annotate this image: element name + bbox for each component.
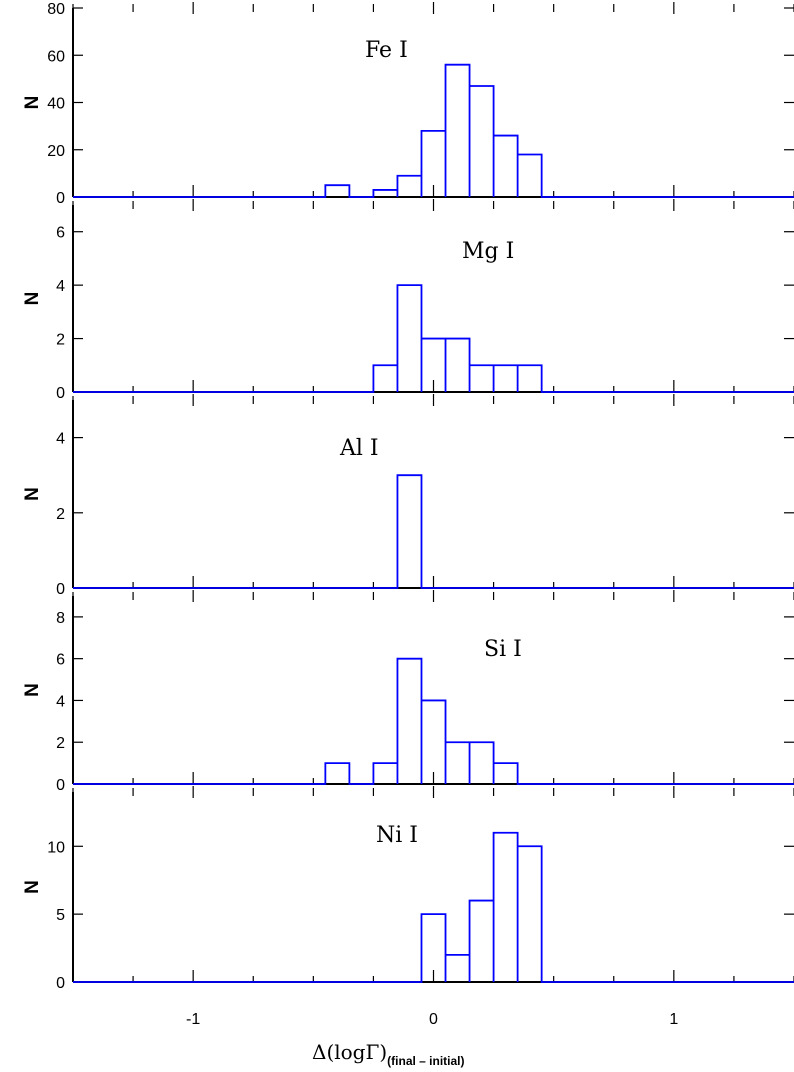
panel-fe-i: 0 20 40 60 80 N Fe I bbox=[22, 1, 794, 207]
y-axis-label: N bbox=[22, 96, 43, 110]
histogram-bar bbox=[397, 659, 421, 784]
panel-ni-i: 0 5 10 N Ni I bbox=[22, 786, 794, 992]
y-tick-label: 4 bbox=[56, 693, 65, 710]
x-axis: -1 0 1 Δ(logΓ)(final – initial) bbox=[186, 1011, 678, 1068]
x-tick-label: 0 bbox=[429, 1011, 438, 1028]
y-tick-label: 4 bbox=[56, 431, 65, 448]
y-tick-label: 8 bbox=[56, 610, 65, 627]
y-axis-label: N bbox=[22, 880, 43, 894]
y-tick-label: 0 bbox=[56, 385, 65, 402]
histogram-bar bbox=[518, 365, 542, 392]
histogram-bar bbox=[470, 901, 494, 982]
panel-si-i: 0 2 4 6 8 N Si I bbox=[22, 590, 794, 794]
panel-label: Fe I bbox=[365, 38, 408, 63]
histogram-bar bbox=[494, 833, 518, 982]
histogram-bar bbox=[373, 190, 397, 197]
histogram-bar bbox=[325, 763, 349, 784]
y-tick-label: 6 bbox=[56, 652, 65, 669]
panel-mg-i: 0 2 4 6 N Mg I bbox=[22, 199, 794, 402]
histogram-bar bbox=[494, 365, 518, 392]
histogram-outline bbox=[73, 474, 794, 589]
panel-label: Ni I bbox=[376, 823, 418, 848]
y-tick-label: 2 bbox=[56, 735, 65, 752]
histogram-bar bbox=[470, 86, 494, 197]
y-tick-label: 6 bbox=[56, 225, 65, 242]
histogram-bar bbox=[470, 365, 494, 392]
y-tick-label: 2 bbox=[56, 506, 65, 523]
x-tick-label: -1 bbox=[186, 1011, 200, 1028]
y-tick-label: 4 bbox=[56, 278, 65, 295]
histogram-bar bbox=[446, 955, 470, 982]
histogram-bar bbox=[397, 475, 421, 588]
y-tick-label: 80 bbox=[47, 1, 65, 18]
panel-al-i: 0 2 4 N Al I bbox=[22, 394, 794, 598]
histogram-bar bbox=[470, 742, 494, 784]
histogram-bar bbox=[446, 339, 470, 392]
y-tick-label: 0 bbox=[56, 777, 65, 794]
histogram-bar bbox=[325, 185, 349, 197]
y-axis-label: N bbox=[22, 292, 43, 306]
y-tick-label: 40 bbox=[47, 96, 65, 113]
histogram-bar bbox=[446, 742, 470, 784]
histogram-bar bbox=[421, 700, 445, 784]
x-tick-label: 1 bbox=[669, 1011, 678, 1028]
histogram-outline bbox=[73, 63, 794, 198]
y-tick-label: 0 bbox=[56, 975, 65, 992]
y-tick-label: 20 bbox=[47, 143, 65, 160]
y-tick-label: 2 bbox=[56, 332, 65, 349]
histogram-bar bbox=[397, 285, 421, 392]
histogram-bar bbox=[518, 846, 542, 982]
panel-label: Al I bbox=[339, 436, 379, 461]
y-axis-label: N bbox=[22, 487, 43, 501]
y-tick-label: 0 bbox=[56, 190, 65, 207]
histogram-outline bbox=[73, 284, 794, 393]
y-tick-label: 10 bbox=[47, 839, 65, 856]
histogram-outline bbox=[73, 657, 794, 785]
histogram-bar bbox=[373, 365, 397, 392]
panel-label: Si I bbox=[484, 637, 522, 662]
histogram-outline bbox=[73, 831, 794, 983]
histogram-bar bbox=[518, 154, 542, 197]
x-tick-labels: -1 0 1 bbox=[186, 1011, 678, 1028]
x-axis-label: Δ(logΓ)(final – initial) bbox=[312, 1040, 465, 1068]
histogram-bar bbox=[446, 65, 470, 197]
histogram-bar bbox=[373, 763, 397, 784]
y-tick-label: 60 bbox=[47, 48, 65, 65]
y-tick-label: 0 bbox=[56, 581, 65, 598]
histogram-bar bbox=[494, 136, 518, 197]
panel-label: Mg I bbox=[462, 239, 514, 264]
y-tick-label: 5 bbox=[56, 907, 65, 924]
x-axis-label-main: Δ(logΓ) bbox=[312, 1040, 387, 1064]
x-axis-label-sub: (final – initial) bbox=[387, 1054, 464, 1068]
histogram-bar bbox=[397, 176, 421, 197]
histogram-bar bbox=[494, 763, 518, 784]
y-axis-label: N bbox=[22, 683, 43, 697]
